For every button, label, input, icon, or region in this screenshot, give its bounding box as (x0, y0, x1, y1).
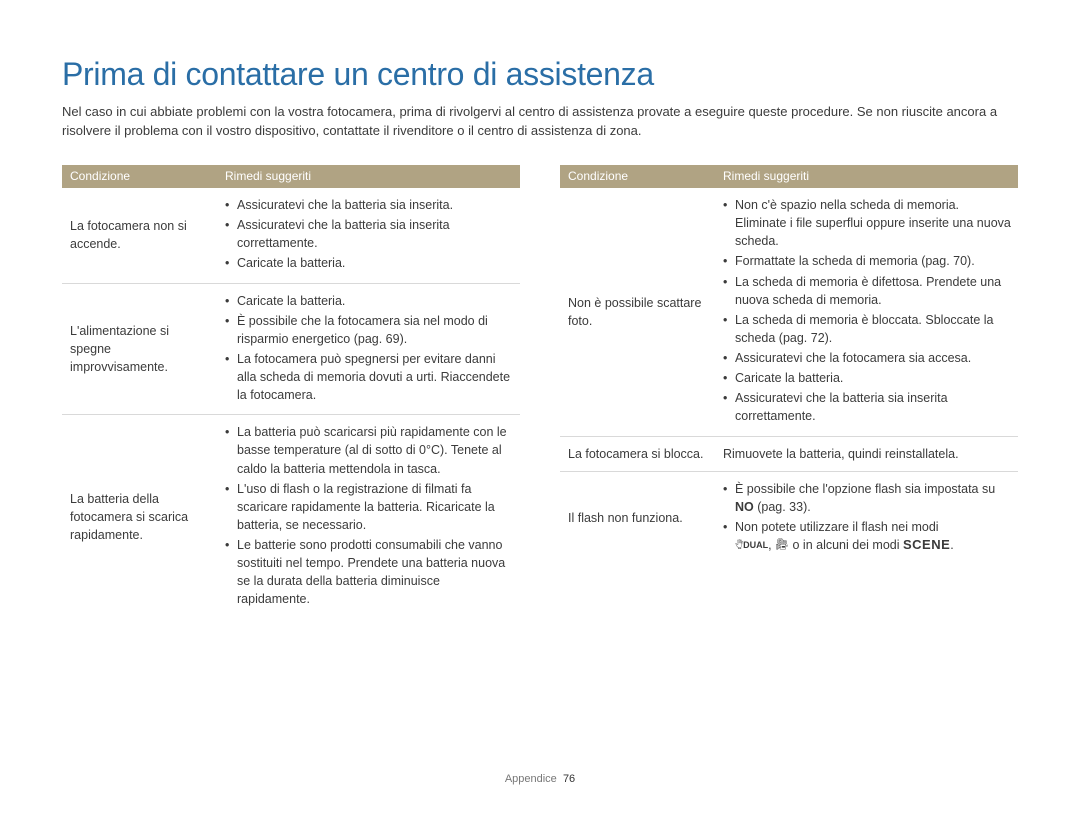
remedy-item: È possibile che la fotocamera sia nel mo… (225, 312, 514, 348)
page-content: Prima di contattare un centro di assiste… (0, 0, 1080, 649)
remedies-cell: Assicuratevi che la batteria sia inserit… (217, 188, 520, 283)
remedy-item: La scheda di memoria è bloccata. Sblocca… (723, 311, 1012, 347)
footer-page-number: 76 (563, 773, 575, 785)
condition-cell: La batteria della fotocamera si scarica … (62, 415, 217, 619)
remedy-item: Le batterie sono prodotti consumabili ch… (225, 536, 514, 609)
footer-section: Appendice (505, 773, 557, 785)
intro-paragraph: Nel caso in cui abbiate problemi con la … (62, 103, 1018, 141)
remedy-item: Caricate la batteria. (225, 254, 514, 272)
remedy-item: È possibile che l'opzione flash sia impo… (723, 480, 1012, 516)
dual-mode-icon: 🖐︎DUAL (735, 539, 768, 551)
col-condition: Condizione (560, 165, 715, 188)
remedies-cell: Non c'è spazio nella scheda di memoria. … (715, 188, 1018, 436)
right-table-wrap: Condizione Rimedi suggeriti Non è possib… (560, 165, 1018, 619)
remedy-item: Assicuratevi che la batteria sia inserit… (225, 196, 514, 214)
table-row: La fotocamera non si accende. Assicurate… (62, 188, 520, 283)
remedy-item: Assicuratevi che la batteria sia inserit… (723, 389, 1012, 425)
tables-container: Condizione Rimedi suggeriti La fotocamer… (62, 165, 1018, 619)
condition-cell: Non è possibile scattare foto. (560, 188, 715, 436)
table-row: L'alimentazione si spegne improvvisament… (62, 283, 520, 415)
table-row: La fotocamera si blocca. Rimuovete la ba… (560, 436, 1018, 471)
remedy-item: La scheda di memoria è difettosa. Prende… (723, 273, 1012, 309)
scene-mode-icon: SCENE (903, 537, 950, 552)
table-row: Il flash non funziona. È possibile che l… (560, 471, 1018, 565)
left-table-wrap: Condizione Rimedi suggeriti La fotocamer… (62, 165, 520, 619)
remedy-item: La batteria può scaricarsi più rapidamen… (225, 423, 514, 477)
col-remedies: Rimedi suggeriti (715, 165, 1018, 188)
table-row: La batteria della fotocamera si scarica … (62, 415, 520, 619)
remedy-item: La fotocamera può spegnersi per evitare … (225, 350, 514, 404)
page-footer: Appendice 76 (0, 773, 1080, 785)
condition-cell: La fotocamera non si accende. (62, 188, 217, 283)
page-title: Prima di contattare un centro di assiste… (62, 56, 1018, 93)
remedies-cell: Caricate la batteria. È possibile che la… (217, 283, 520, 415)
condition-cell: La fotocamera si blocca. (560, 436, 715, 471)
remedy-item: Non potete utilizzare il flash nei modi … (723, 518, 1012, 555)
table-row: Non è possibile scattare foto. Non c'è s… (560, 188, 1018, 436)
remedy-item: Assicuratevi che la batteria sia inserit… (225, 216, 514, 252)
troubleshoot-table-right: Condizione Rimedi suggeriti Non è possib… (560, 165, 1018, 565)
remedy-item: Caricate la batteria. (723, 369, 1012, 387)
remedy-item: L'uso di flash o la registrazione di fil… (225, 480, 514, 534)
troubleshoot-table-left: Condizione Rimedi suggeriti La fotocamer… (62, 165, 520, 619)
condition-cell: L'alimentazione si spegne improvvisament… (62, 283, 217, 415)
remedy-item: Non c'è spazio nella scheda di memoria. … (723, 196, 1012, 250)
remedies-cell: Rimuovete la batteria, quindi reinstalla… (715, 436, 1018, 471)
col-remedies: Rimedi suggeriti (217, 165, 520, 188)
remedy-item: Caricate la batteria. (225, 292, 514, 310)
remedies-cell: È possibile che l'opzione flash sia impo… (715, 471, 1018, 565)
remedy-item: Formattate la scheda di memoria (pag. 70… (723, 252, 1012, 270)
remedy-item: Assicuratevi che la fotocamera sia acces… (723, 349, 1012, 367)
movie-mode-icon: 🎥︎ (775, 539, 789, 551)
col-condition: Condizione (62, 165, 217, 188)
remedies-cell: La batteria può scaricarsi più rapidamen… (217, 415, 520, 619)
condition-cell: Il flash non funziona. (560, 471, 715, 565)
